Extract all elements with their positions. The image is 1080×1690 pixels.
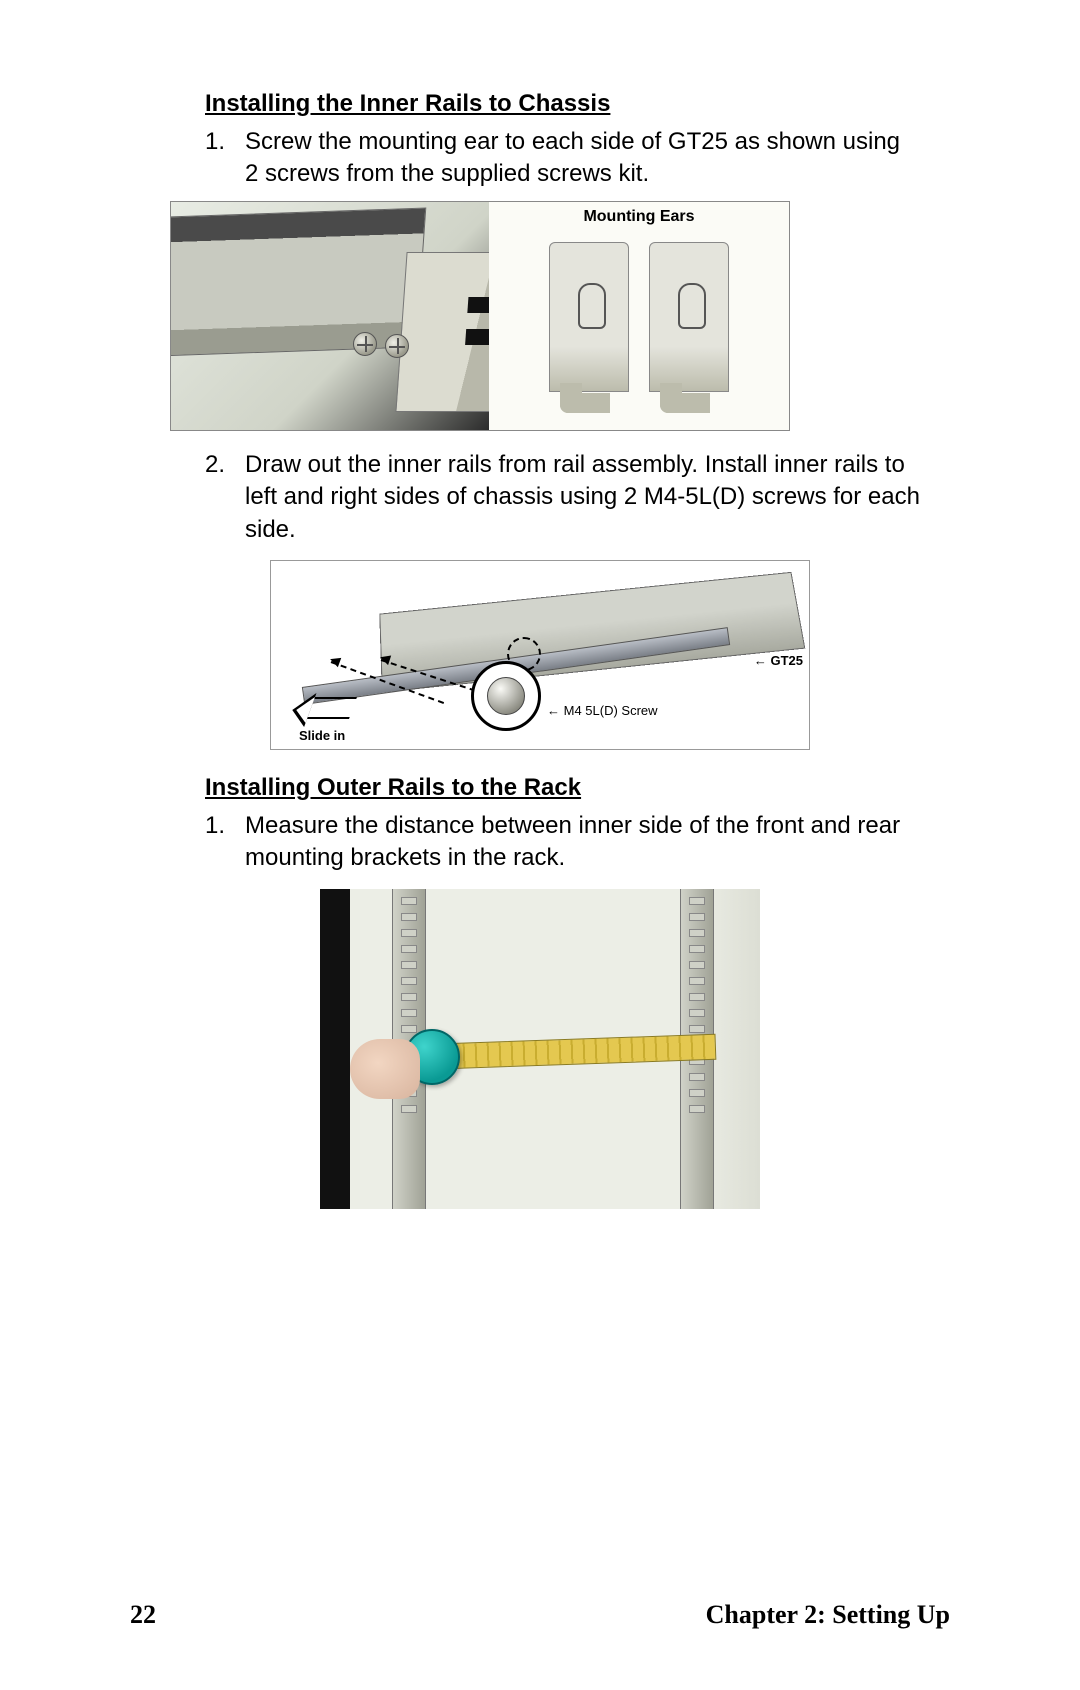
- outer-step-1: 1. Measure the distance between inner si…: [205, 810, 920, 875]
- inner-rails-steps: 1. Screw the mounting ear to each side o…: [160, 126, 920, 191]
- screw-label: ← M4 5L(D) Screw: [547, 703, 658, 718]
- step-text: Measure the distance between inner side …: [245, 812, 900, 871]
- figure-measure-rack: [320, 889, 760, 1209]
- step-text: Draw out the inner rails from rail assem…: [245, 451, 920, 543]
- rack-frame-dark: [320, 889, 350, 1209]
- screw-icon: [385, 334, 409, 358]
- tape-measure: [416, 1034, 717, 1070]
- inner-rails-steps-2: 2. Draw out the inner rails from rail as…: [160, 449, 920, 546]
- slide-in-label: Slide in: [299, 728, 345, 743]
- chassis-illustration: [170, 207, 426, 356]
- step-number: 1.: [205, 126, 225, 158]
- outer-rails-steps: 1. Measure the distance between inner si…: [160, 810, 920, 875]
- heading-inner-rails: Installing the Inner Rails to Chassis: [205, 90, 920, 118]
- figure-inner-rail-install: ← M4 5L(D) Screw Slide in ← GT25: [270, 560, 810, 750]
- heading-outer-rails: Installing Outer Rails to the Rack: [205, 774, 920, 802]
- fig1-photo-right: Mounting Ears: [489, 202, 789, 430]
- chapter-label: Chapter 2: Setting Up: [706, 1600, 950, 1630]
- step-number: 2.: [205, 449, 225, 481]
- slide-arrow-icon: [303, 697, 357, 719]
- screw-icon: [353, 332, 377, 356]
- arrow-icon: [324, 653, 342, 668]
- mounting-ears-label: Mounting Ears: [489, 208, 789, 226]
- hand-illustration: [350, 1039, 420, 1099]
- screw-icon: [487, 677, 525, 715]
- inner-step-1: 1. Screw the mounting ear to each side o…: [205, 126, 920, 191]
- page-number: 22: [130, 1600, 156, 1630]
- mounting-ear-part: [649, 242, 729, 392]
- inner-step-2: 2. Draw out the inner rails from rail as…: [205, 449, 920, 546]
- step-text: Screw the mounting ear to each side of G…: [245, 128, 900, 187]
- page-content: Installing the Inner Rails to Chassis 1.…: [160, 90, 920, 1209]
- step-number: 1.: [205, 810, 225, 842]
- mounting-ear-part: [549, 242, 629, 392]
- slide-in-indicator: Slide in: [299, 697, 379, 737]
- figure-mounting-ears: Mounting Ears: [170, 201, 790, 431]
- fig1-photo-left: [171, 202, 491, 430]
- gt25-label: ← GT25: [754, 653, 803, 668]
- page-footer: 22 Chapter 2: Setting Up: [130, 1600, 950, 1630]
